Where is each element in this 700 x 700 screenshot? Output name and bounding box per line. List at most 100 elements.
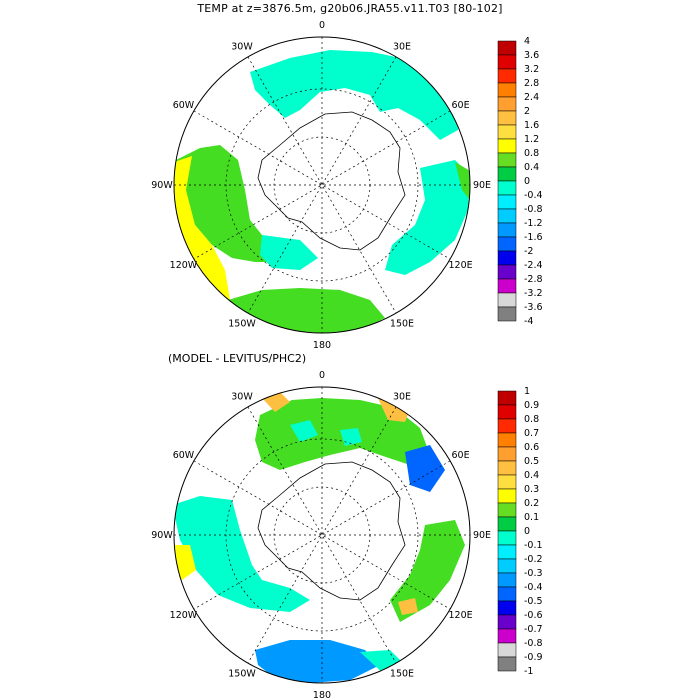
longitude-label: 120W xyxy=(170,260,198,271)
colorbar-label: -0.2 xyxy=(524,554,543,565)
longitude-label: 150W xyxy=(228,319,256,330)
colorbar-label: 0.6 xyxy=(524,442,539,453)
colorbar-label: -1.2 xyxy=(524,218,543,229)
colorbar-label: 0.8 xyxy=(524,414,539,425)
colorbar-label: 1 xyxy=(524,386,530,397)
colorbar-label: -3.2 xyxy=(524,288,543,299)
colorbar-label: -0.4 xyxy=(524,190,543,201)
colorbar-label: 0 xyxy=(524,176,530,187)
colorbar-label: 0.2 xyxy=(524,498,539,509)
colorbar-swatch xyxy=(497,446,517,462)
longitude-labels: 0 30E 60E 90E 120E 150E 180 150W 120W 90W 60W 30W xyxy=(151,370,491,700)
colorbar-label: 1.6 xyxy=(524,120,539,131)
colorbar-label: -2.8 xyxy=(524,274,543,285)
field-region xyxy=(250,50,460,140)
longitude-label: 30W xyxy=(231,41,253,52)
colorbar-label: 2 xyxy=(524,106,530,117)
colorbar-swatch xyxy=(497,222,517,238)
field-region xyxy=(390,520,465,622)
field-region xyxy=(228,288,385,333)
figure-title: TEMP at z=3876.5m, g20b06.JRA55.v11.T03 … xyxy=(197,2,503,15)
longitude-label: 60E xyxy=(452,100,470,111)
colorbar-label: -4 xyxy=(524,316,533,327)
longitude-label: 60E xyxy=(452,450,470,461)
colorbar-label: -3.6 xyxy=(524,302,543,313)
colorbar-swatch xyxy=(497,264,517,280)
colorbar-label: 3.6 xyxy=(524,50,539,61)
colorbar-swatch xyxy=(497,194,517,210)
colorbar-label: -0.9 xyxy=(524,652,543,663)
antarctica-outline xyxy=(257,461,406,601)
graticule xyxy=(174,387,470,683)
colorbar-label: 1.2 xyxy=(524,134,539,145)
longitude-label: 150W xyxy=(228,669,256,680)
colorbar-label: 0.9 xyxy=(524,400,539,411)
colorbar-swatch xyxy=(497,110,517,126)
colorbar-label: -0.8 xyxy=(524,638,543,649)
field-region xyxy=(398,598,418,615)
longitude-label: 60W xyxy=(173,100,195,111)
colorbar-label: 0.4 xyxy=(524,470,539,481)
colorbar-label: -0.3 xyxy=(524,568,543,579)
colorbar-swatch xyxy=(497,138,517,154)
colorbar-swatch xyxy=(497,40,517,56)
colorbar-swatch xyxy=(497,418,517,434)
colorbar-swatch xyxy=(497,614,517,630)
longitude-label: 30E xyxy=(393,391,411,402)
longitude-label: 90E xyxy=(473,180,491,191)
colorbar-label: -0.5 xyxy=(524,596,543,607)
colorbar-swatch xyxy=(497,124,517,140)
colorbar-label: 3.2 xyxy=(524,64,539,75)
colorbar-label: 0.3 xyxy=(524,484,539,495)
antarctica-outline xyxy=(257,111,406,251)
colorbar-label: -0.8 xyxy=(524,204,543,215)
longitude-label: 90W xyxy=(151,530,173,541)
colorbar-swatch xyxy=(497,54,517,70)
longitude-label: 30W xyxy=(231,391,253,402)
longitude-label: 60W xyxy=(173,450,195,461)
colorbar-label: 2.8 xyxy=(524,78,539,89)
field-region xyxy=(290,420,318,442)
longitude-labels: 0 30E 60E 90E 120E 150E 180 150W 120W 90W 60W 30W xyxy=(151,20,491,351)
longitude-label: 0 xyxy=(319,20,325,31)
colorbar-swatch xyxy=(497,628,517,644)
colorbar-swatch xyxy=(497,502,517,518)
colorbar-swatch xyxy=(497,642,517,658)
map-top-fields xyxy=(174,50,470,333)
longitude-label: 120E xyxy=(448,260,472,271)
field-region xyxy=(255,640,380,683)
colorbar-label: -0.1 xyxy=(524,540,543,551)
colorbar-label: 0.8 xyxy=(524,148,539,159)
colorbar-swatch xyxy=(497,558,517,574)
colorbar-swatch xyxy=(497,488,517,504)
longitude-label: 150E xyxy=(390,669,414,680)
colorbar-label: 0.1 xyxy=(524,512,539,523)
colorbar-swatch xyxy=(497,572,517,588)
colorbar-label: 0.5 xyxy=(524,456,539,467)
colorbar-swatch xyxy=(497,180,517,196)
colorbar-swatch xyxy=(497,208,517,224)
colorbar-label: -0.4 xyxy=(524,582,543,593)
longitude-label: 120E xyxy=(448,610,472,621)
longitude-label: 180 xyxy=(313,340,331,351)
colorbar-label: 0 xyxy=(524,526,530,537)
graticule xyxy=(174,37,470,333)
colorbar-swatch xyxy=(497,292,517,308)
longitude-label: 180 xyxy=(313,690,331,700)
field-region xyxy=(405,445,445,492)
longitude-label: 150E xyxy=(390,319,414,330)
map-border xyxy=(173,386,471,684)
colorbar-swatch xyxy=(497,600,517,616)
field-region xyxy=(174,496,310,612)
colorbar-label: -2 xyxy=(524,246,533,257)
colorbar-top: 4 3.6 3.2 2.8 2.4 2 1.6 1.2 0.8 0.4 0 -0.4 -0.8 -1.2 -… xyxy=(497,36,543,327)
field-region xyxy=(385,160,470,275)
map-border xyxy=(173,36,471,334)
colorbar-label: 2.4 xyxy=(524,92,539,103)
colorbar-label: -2.4 xyxy=(524,260,543,271)
colorbar-swatch xyxy=(497,516,517,532)
colorbar-label: -1.6 xyxy=(524,232,543,243)
colorbar-swatch xyxy=(497,530,517,546)
colorbar-swatch xyxy=(497,278,517,294)
